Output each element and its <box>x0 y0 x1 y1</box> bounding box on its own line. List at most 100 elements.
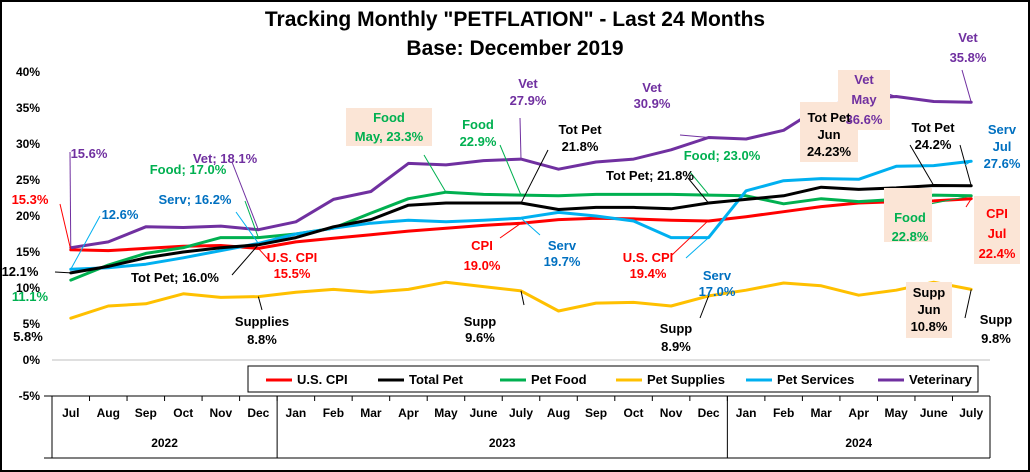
x-tick-label: Aug <box>547 406 570 420</box>
y-tick-label: 40% <box>16 65 40 79</box>
leader-line <box>699 295 710 319</box>
y-tick-label: 10% <box>16 281 40 295</box>
data-label: Jun <box>917 302 940 317</box>
data-label: Vet <box>854 72 874 87</box>
data-label: 22.8% <box>892 229 929 244</box>
data-label: 9.8% <box>981 331 1011 346</box>
leader-line <box>520 149 549 204</box>
data-label: Serv <box>703 268 732 283</box>
data-label: Tot Pet; 21.8% <box>606 168 694 183</box>
legend-box <box>247 365 979 393</box>
data-label: 27.9% <box>510 93 547 108</box>
annotation-box <box>346 108 432 146</box>
data-label: 15.3% <box>12 192 49 207</box>
data-label: Food <box>373 110 405 125</box>
year-label: 2022 <box>151 436 178 450</box>
data-label: 15.6% <box>71 146 108 161</box>
legend-label: Pet Food <box>531 372 587 387</box>
leader-line <box>689 171 709 195</box>
y-tick-label: 20% <box>16 209 40 223</box>
leader-line <box>244 200 259 238</box>
x-tick-label: Mar <box>360 406 382 420</box>
leader-line <box>499 222 522 239</box>
data-label: Tot Pet <box>558 122 602 137</box>
chart-title: Tracking Monthly "PETFLATION" - Last 24 … <box>265 8 765 31</box>
annotation-box <box>974 196 1020 264</box>
data-label: 35.8% <box>950 50 987 65</box>
data-label: 22.9% <box>460 134 497 149</box>
series-line-pet-services <box>69 159 973 271</box>
x-tick-label: June <box>920 406 948 420</box>
leader-line <box>679 134 709 139</box>
leader-line <box>687 177 709 204</box>
data-label: 10.8% <box>911 319 948 334</box>
leader-line <box>965 198 972 208</box>
annotation-box <box>906 282 952 338</box>
y-tick-label: 30% <box>16 137 40 151</box>
data-label: 24.23% <box>807 144 852 159</box>
data-label: CPI <box>986 206 1008 221</box>
data-label: 21.8% <box>562 139 599 154</box>
x-tick-label: June <box>469 406 497 420</box>
x-tick-label: Aug <box>97 406 120 420</box>
data-label: Tot Pet <box>911 120 955 135</box>
x-tick-label: Jul <box>62 406 79 420</box>
data-label: 36.6% <box>846 112 883 127</box>
leader-line <box>520 290 525 306</box>
data-label: 19.4% <box>630 266 667 281</box>
data-label: Food <box>894 210 926 225</box>
data-label: 15.5% <box>274 266 311 281</box>
leader-line <box>961 69 972 103</box>
data-label: 8.9% <box>661 339 691 354</box>
data-label: U.S. CPI <box>267 250 318 265</box>
x-tick-label: Apr <box>848 406 869 420</box>
legend-label: Veterinary <box>909 372 973 387</box>
series-line-pet-supplies <box>69 280 973 320</box>
data-label: Jul <box>988 226 1007 241</box>
annotation-box <box>800 102 858 162</box>
leader-line <box>257 248 269 260</box>
legend-label: Pet Supplies <box>647 372 725 387</box>
x-tick-label: July <box>959 406 983 420</box>
data-label: 5.8% <box>13 329 43 344</box>
leader-line <box>54 271 71 274</box>
x-tick-label: May <box>434 406 458 420</box>
data-label: Tot Pet <box>807 110 851 125</box>
data-label: 27.6% <box>984 156 1021 171</box>
data-label: Food; 23.0% <box>684 148 761 163</box>
leader-line <box>69 151 72 248</box>
data-label: Supp <box>980 312 1013 327</box>
legend-label: Pet Services <box>777 372 854 387</box>
data-label: Vet <box>958 30 978 45</box>
data-label: 8.8% <box>247 332 277 347</box>
x-tick-label: Nov <box>660 406 683 420</box>
data-label: Tot Pet; 16.0% <box>131 270 219 285</box>
data-label: 19.7% <box>544 254 581 269</box>
x-tick-label: May <box>885 406 909 420</box>
data-label: Supplies <box>235 314 289 329</box>
data-label: 12.6% <box>102 207 139 222</box>
leader-line <box>519 117 522 160</box>
data-label: May, 23.3% <box>355 129 424 144</box>
data-label: Supp <box>660 321 693 336</box>
year-label: 2024 <box>845 436 872 450</box>
x-tick-label: Nov <box>210 406 233 420</box>
leader-line <box>964 160 972 166</box>
data-label: Jul <box>993 139 1012 154</box>
data-label: Serv <box>988 122 1017 137</box>
x-tick-label: Oct <box>173 406 193 420</box>
x-tick-label: Oct <box>624 406 644 420</box>
leader-line <box>685 237 709 259</box>
x-tick-label: Dec <box>247 406 269 420</box>
leader-line <box>257 296 263 311</box>
x-tick-label: Sep <box>585 406 607 420</box>
data-label: Supp <box>913 285 946 300</box>
leader-line <box>235 211 259 244</box>
x-tick-label: Feb <box>773 406 794 420</box>
data-label: May <box>851 92 877 107</box>
leader-line <box>231 161 259 230</box>
data-label: Vet; 18.1% <box>193 151 258 166</box>
data-label: 11.1% <box>12 289 49 304</box>
